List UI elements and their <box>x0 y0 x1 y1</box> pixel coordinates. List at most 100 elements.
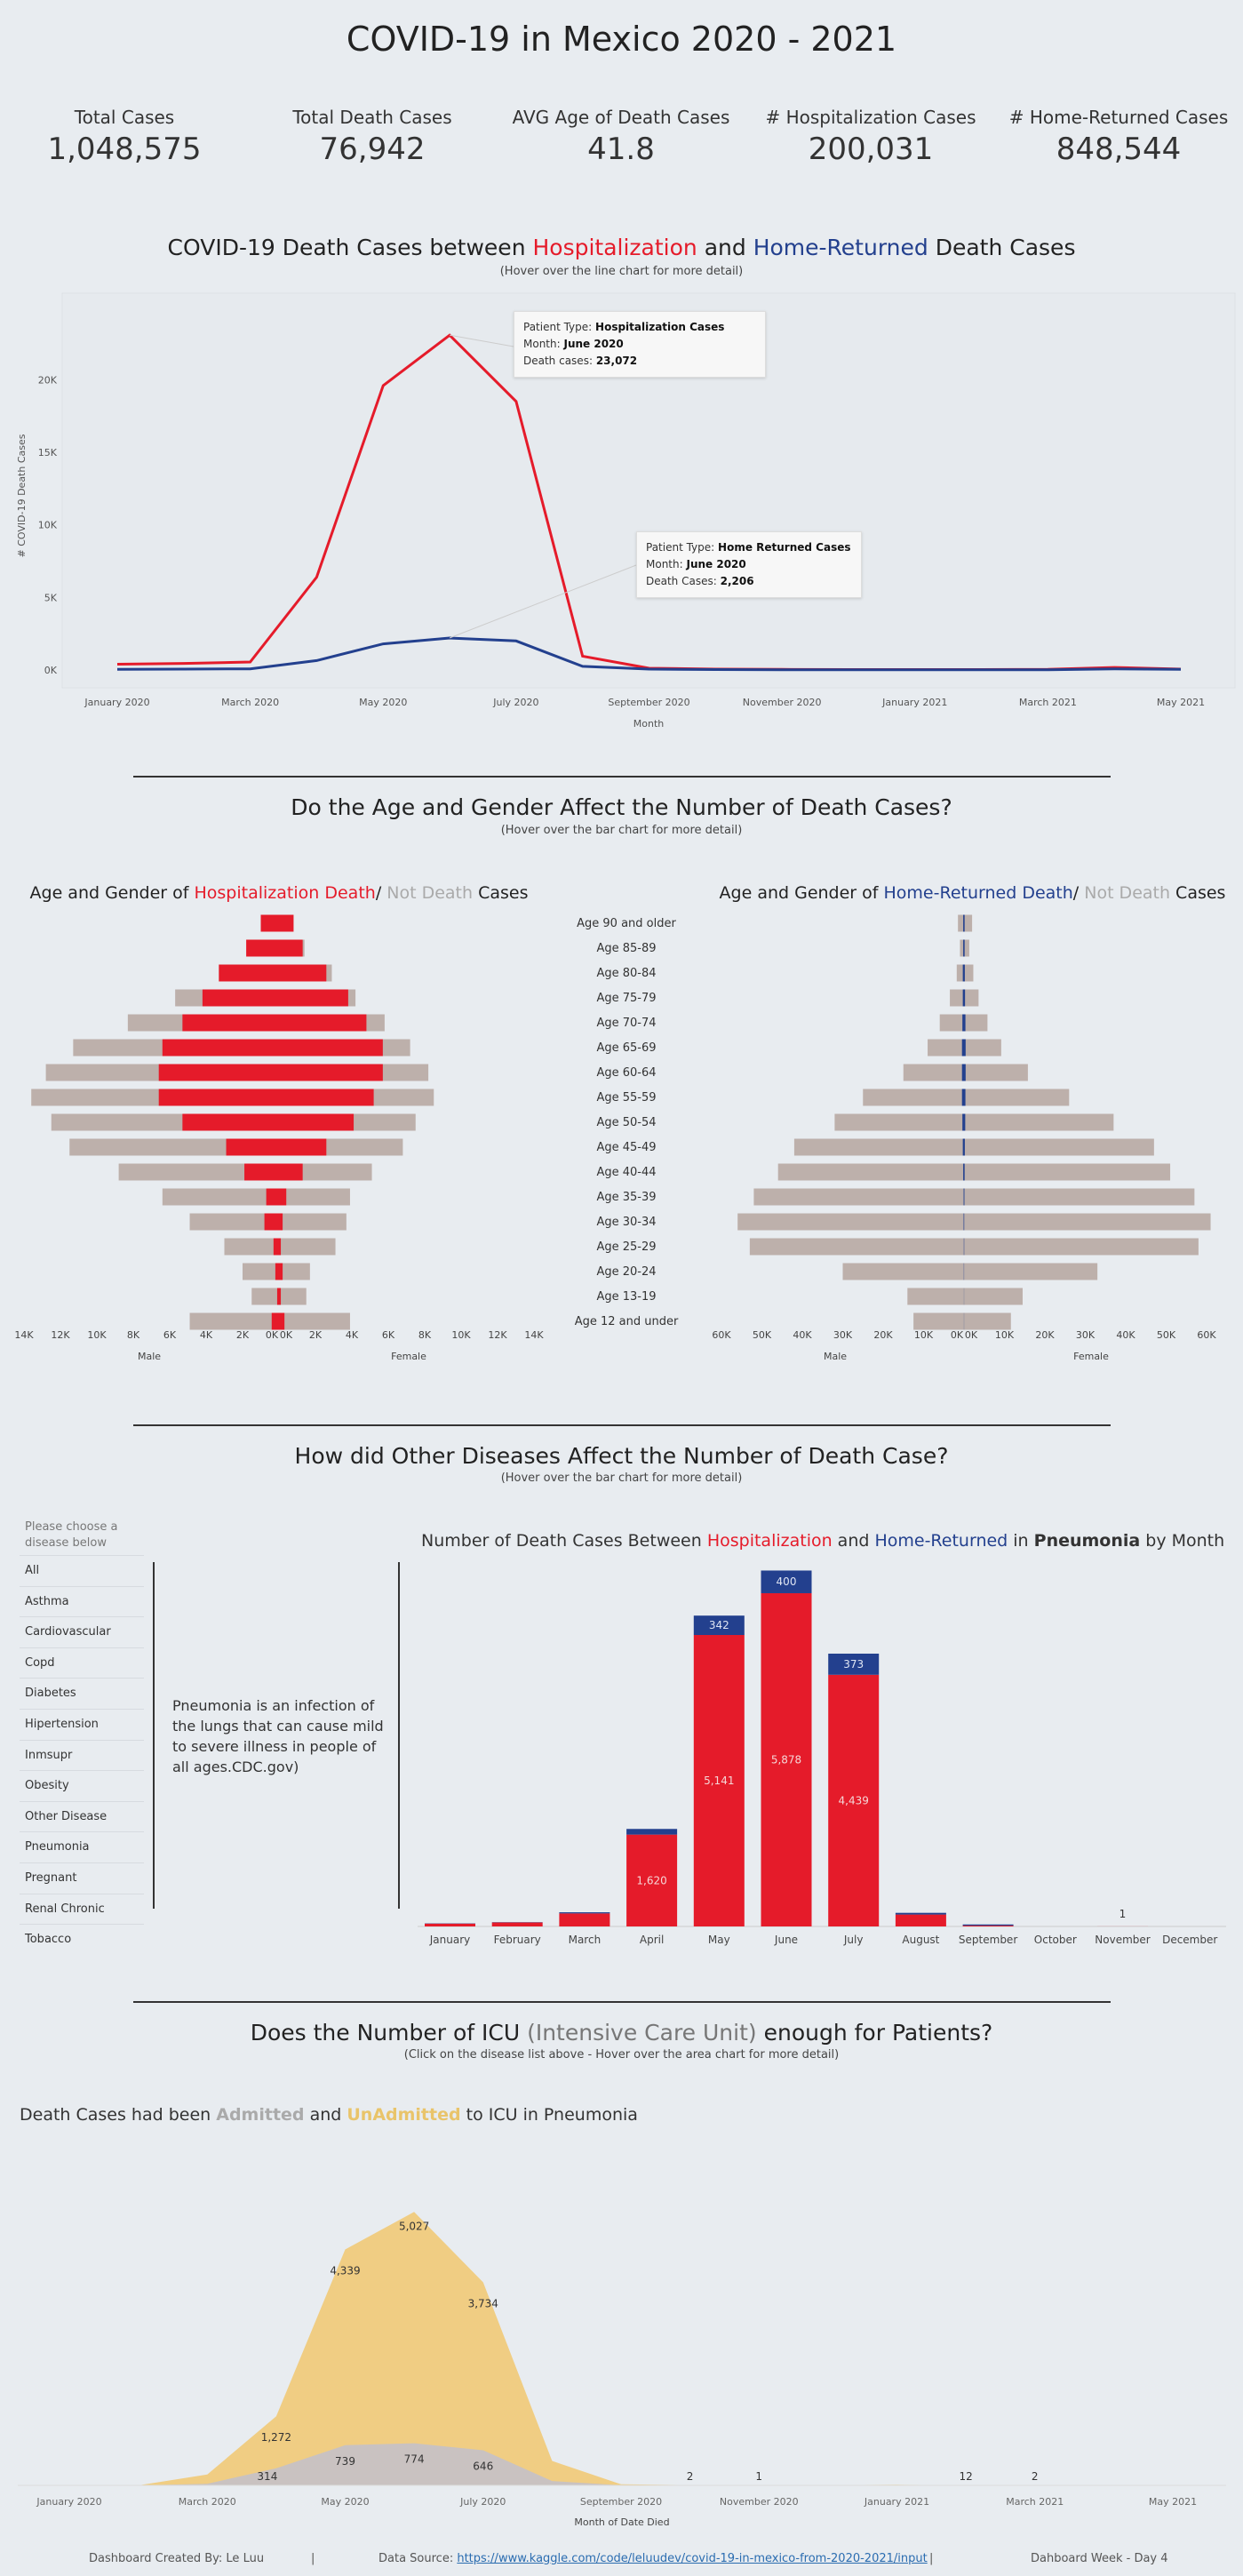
x-tick-label: 6K <box>382 1329 395 1341</box>
disease-item-asthma[interactable]: Asthma <box>20 1585 144 1617</box>
disease-item-obesity[interactable]: Obesity <box>20 1770 144 1801</box>
bar-male-death <box>271 1312 279 1330</box>
y-tick-label: 5K <box>44 592 58 603</box>
age-gender-pyramids[interactable]: Age 90 and older Age 85-89 Age 80-84 Age 75… <box>0 902 1243 1373</box>
disease-bar-chart-title: Number of Death Cases Between Hospitaliz… <box>421 1531 1225 1551</box>
bar-female-not-death <box>279 1288 307 1305</box>
bar-male-death <box>961 1089 964 1106</box>
disease-item-tobacco[interactable]: Tobacco <box>20 1924 144 1955</box>
age-label: Age 20-24 <box>596 1265 656 1279</box>
x-tick-label: May 2021 <box>1149 2496 1197 2508</box>
disease-list: Please choose a disease below All Asthma C… <box>20 1519 144 1955</box>
x-tick-label: 30K <box>1076 1329 1096 1341</box>
bar-male-death <box>202 989 279 1007</box>
bar-female-not-death <box>964 1312 1011 1330</box>
age-label: Age 90 and older <box>577 917 676 930</box>
x-tick-label: July 2020 <box>492 697 538 708</box>
y-tick-label: 15K <box>38 447 58 459</box>
pneumonia-month-bar-chart[interactable]: January February March 1,620 April 5,141 342 Ma… <box>409 1555 1243 1955</box>
area-data-label: 1,272 <box>261 2431 291 2444</box>
bar-male-not-death <box>950 989 964 1007</box>
x-tick-label: 10K <box>995 1329 1015 1341</box>
x-tick-label: 14K <box>14 1329 34 1341</box>
x-tick-label: 40K <box>1116 1329 1135 1341</box>
bar-hospitalization <box>559 1913 610 1926</box>
icu-chart-title: Death Cases had been Admitted and UnAdmi… <box>20 2105 638 2125</box>
icu-area-chart[interactable]: 1,272 4,339 5,027 3,734 314 739 774 646 2 1 12 2 Jan… <box>0 2133 1243 2537</box>
area-data-label: 12 <box>959 2470 972 2483</box>
bar-male-death <box>962 989 964 1007</box>
x-tick-label: 4K <box>346 1329 359 1341</box>
bar-male-not-death <box>189 1312 279 1330</box>
x-tick-label: 60K <box>712 1329 731 1341</box>
bar-male-not-death <box>842 1263 964 1280</box>
x-tick-label: November <box>1095 1934 1150 1946</box>
disease-item-pneumonia[interactable]: Pneumonia <box>20 1831 144 1862</box>
line-chart-subtitle: (Hover over the line chart for more deta… <box>499 265 744 278</box>
right-pyramid-title: Age and Gender of Home-Returned Death/ N… <box>719 883 1226 903</box>
bar-home-returned <box>761 1570 812 1593</box>
x-axis-label: Month of Date Died <box>574 2516 669 2528</box>
x-tick-label: March 2020 <box>179 2496 236 2508</box>
bar-female-not-death <box>964 1014 988 1032</box>
area-data-label: 2 <box>687 2470 694 2483</box>
x-tick-label: 10K <box>914 1329 934 1341</box>
kpi-label: # Home-Returned Cases <box>1008 107 1229 128</box>
bar-female-not-death <box>964 1138 1154 1156</box>
disease-item-cardiovascular[interactable]: Cardiovascular <box>20 1616 144 1647</box>
bar-female-death <box>964 914 965 932</box>
area-data-label: 1 <box>755 2470 762 2483</box>
x-tick-label: May 2020 <box>321 2496 369 2508</box>
disease-item-all[interactable]: All <box>20 1555 144 1586</box>
kpi-label: Total Death Cases <box>292 107 452 128</box>
data-label-home-returned: 342 <box>709 1619 729 1631</box>
male-label: Male <box>824 1351 847 1362</box>
bar-male-not-death <box>903 1064 964 1081</box>
x-tick-label: March <box>569 1934 602 1946</box>
disease-item-pregnant[interactable]: Pregnant <box>20 1862 144 1894</box>
bar-female-not-death <box>964 914 973 932</box>
left-pyramid-title: Age and Gender of Hospitalization Death/… <box>29 883 529 903</box>
bar-male-not-death <box>162 1188 279 1206</box>
bar-male-not-death <box>737 1213 964 1231</box>
bar-female-not-death <box>964 1288 1023 1305</box>
disease-item-renal-chronic[interactable]: Renal Chronic <box>20 1893 144 1925</box>
disease-item-copd[interactable]: Copd <box>20 1647 144 1679</box>
data-source-link[interactable]: https://www.kaggle.com/code/leluudev/cov… <box>457 2552 928 2565</box>
kpi-total-death-cases: Total Death Cases 76,942 <box>252 107 492 167</box>
kpi-label: # Hospitalization Cases <box>765 107 976 128</box>
x-tick-label: 2K <box>309 1329 323 1341</box>
kpi-home-returned-cases: # Home-Returned Cases 848,544 <box>999 107 1239 167</box>
kpi-avg-age: AVG Age of Death Cases 41.8 <box>501 107 741 167</box>
tooltip-hospitalization: Patient Type: Hospitalization Cases Mont… <box>514 311 766 378</box>
disease-item-diabetes[interactable]: Diabetes <box>20 1678 144 1709</box>
data-label-hospitalization: 5,141 <box>704 1774 734 1787</box>
disease-description: Pneumonia is an infection of the lungs t… <box>172 1697 384 1775</box>
disease-item-other-disease[interactable]: Other Disease <box>20 1800 144 1832</box>
x-tick-label: January 2020 <box>84 697 149 708</box>
bar-female-not-death <box>279 1263 310 1280</box>
bar-female-death <box>964 964 965 982</box>
footer-week: Dahboard Week - Day 4 <box>1031 2552 1168 2565</box>
kpi-label: AVG Age of Death Cases <box>512 107 730 128</box>
bar-female-death <box>964 1163 965 1181</box>
bar-male-death <box>182 1014 279 1032</box>
data-label-hospitalization: 1,620 <box>636 1874 666 1886</box>
bar-female-death <box>279 989 348 1007</box>
area-data-label: 646 <box>473 2460 493 2472</box>
bar-male-not-death <box>939 1014 964 1032</box>
bar-male-death <box>158 1089 279 1106</box>
disease-item-hipertension[interactable]: Hipertension <box>20 1708 144 1740</box>
bar-female-not-death <box>964 1113 1114 1131</box>
kpi-label: Total Cases <box>74 107 175 128</box>
x-tick-label: 30K <box>833 1329 853 1341</box>
bar-male-death <box>244 1163 279 1181</box>
x-tick-label: 20K <box>873 1329 893 1341</box>
x-tick-label: February <box>494 1934 541 1946</box>
bar-home-returned <box>626 1829 678 1835</box>
area-data-label: 3,734 <box>468 2297 498 2309</box>
bar-male-not-death <box>928 1039 964 1057</box>
kpi-value: 200,031 <box>808 132 934 167</box>
x-tick-label: 0K <box>965 1329 978 1341</box>
disease-item-inmsupr[interactable]: Inmsupr <box>20 1739 144 1771</box>
